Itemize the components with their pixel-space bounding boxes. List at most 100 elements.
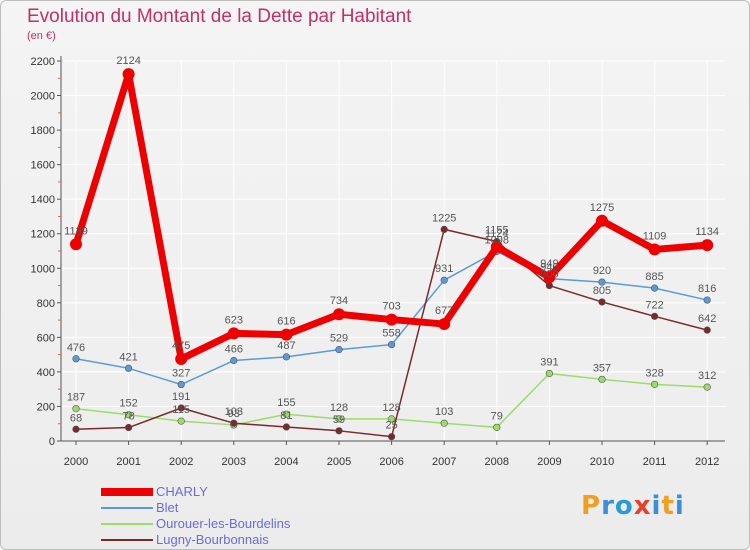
data-label: 421 [119, 351, 137, 363]
data-point [596, 214, 608, 227]
data-point [124, 423, 133, 432]
chart-unit: (en €) [27, 30, 56, 42]
y-tick-label: 0 [49, 436, 55, 448]
data-label: 722 [645, 299, 663, 311]
data-label: 885 [645, 271, 663, 283]
data-point [177, 417, 185, 425]
legend: CHARLY Blet Ourouer-les-Bourdelins Lugny… [101, 484, 361, 548]
data-point [282, 423, 291, 431]
data-point [282, 410, 291, 418]
legend-swatch-ourouer [101, 523, 153, 525]
chart-title: Evolution du Montant de la Dette par Hab… [27, 6, 412, 27]
data-label: 805 [593, 285, 611, 297]
data-label: 475 [172, 340, 190, 352]
y-tick-label: 1000 [31, 263, 55, 275]
data-point [703, 296, 711, 304]
x-tick-label: 2011 [643, 456, 667, 468]
data-point [335, 427, 343, 435]
data-label: 391 [540, 356, 558, 368]
data-label: 2124 [116, 55, 140, 67]
data-point [385, 313, 398, 326]
data-label: 328 [645, 367, 663, 379]
data-point [650, 284, 659, 292]
data-point [490, 240, 503, 253]
y-tick-label: 600 [37, 332, 55, 344]
logo-letter: P [581, 491, 602, 521]
data-label: 1124 [485, 228, 509, 240]
legend-item-lugny: Lugny-Bourbonnais [101, 532, 361, 548]
data-point [388, 341, 396, 349]
x-tick-label: 2010 [590, 456, 614, 468]
data-label: 940 [540, 262, 558, 274]
data-label: 152 [119, 398, 137, 410]
legend-label-charly: CHARLY [156, 484, 208, 499]
data-label: 357 [593, 362, 611, 374]
x-tick-label: 2002 [169, 456, 193, 468]
data-label: 327 [172, 368, 190, 380]
logo-letter: t [661, 491, 675, 521]
data-point [388, 415, 396, 423]
data-point [440, 419, 448, 427]
data-point [124, 411, 133, 419]
data-label: 466 [225, 344, 243, 356]
data-point [72, 425, 80, 433]
data-point [703, 383, 711, 391]
legend-swatch-lugny [101, 539, 153, 541]
data-label: 115 [172, 404, 190, 416]
data-point [70, 238, 82, 251]
data-point [335, 415, 343, 423]
data-point [545, 369, 554, 378]
data-point [122, 68, 135, 81]
data-point [440, 276, 448, 284]
data-label: 103 [225, 406, 243, 418]
legend-label-blet: Blet [156, 500, 179, 515]
data-label: 79 [491, 410, 503, 422]
data-label: 949 [540, 258, 558, 270]
data-label: 1109 [643, 230, 667, 242]
data-label: 187 [67, 392, 85, 404]
data-label: 93 [228, 408, 240, 420]
x-tick-label: 2003 [222, 456, 246, 468]
data-point [438, 318, 451, 331]
data-label: 81 [280, 410, 292, 422]
data-label: 25 [385, 420, 397, 432]
y-tick-label: 1800 [31, 125, 55, 137]
x-tick-label: 2009 [537, 456, 561, 468]
data-point [72, 405, 80, 413]
data-label: 59 [333, 414, 345, 426]
data-point [177, 380, 185, 389]
data-label: 616 [277, 316, 295, 328]
data-label: 642 [698, 313, 716, 325]
legend-item-ourouer: Ourouer-les-Bourdelins [101, 516, 361, 532]
data-label: 128 [382, 402, 400, 414]
data-label: 1134 [695, 226, 719, 238]
data-label: 78 [122, 411, 134, 423]
data-point [650, 380, 659, 388]
data-point [124, 364, 133, 372]
y-tick-label: 1400 [31, 194, 55, 206]
logo-letter: i [651, 491, 662, 521]
data-label: 529 [330, 333, 348, 345]
x-tick-label: 2001 [116, 456, 140, 468]
data-point [282, 353, 291, 361]
y-tick-label: 1200 [31, 229, 55, 241]
legend-item-charly: CHARLY [101, 484, 361, 500]
data-point [701, 239, 714, 252]
data-point [230, 356, 238, 365]
y-tick-label: 200 [37, 401, 55, 413]
x-tick-label: 2012 [695, 456, 719, 468]
legend-swatch-blet [101, 507, 153, 509]
y-tick-label: 800 [37, 298, 55, 310]
data-point [598, 278, 606, 286]
x-tick-label: 2000 [64, 456, 88, 468]
logo-letter: x [633, 491, 652, 521]
data-label: 1155 [485, 225, 509, 237]
data-label: 191 [172, 391, 190, 403]
data-label: 931 [435, 263, 453, 275]
data-label: 68 [70, 412, 82, 424]
data-point [648, 243, 661, 256]
data-point [177, 404, 185, 412]
proxiti-logo: Proxiti [581, 491, 685, 521]
